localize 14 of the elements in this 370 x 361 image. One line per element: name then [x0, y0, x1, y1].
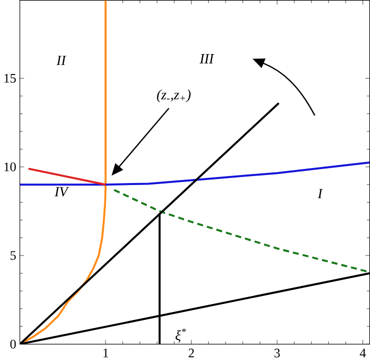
annotation: IV: [54, 187, 70, 197]
y-tick-label: 5: [10, 251, 16, 260]
annotation: ξ$^{*}$: [176, 328, 186, 343]
annotation: (z$_{-}$,z$_{+}$): [156, 90, 191, 102]
x-tick-label: 3: [274, 348, 280, 358]
y-tick-label: 15: [4, 74, 16, 83]
annotation: III: [200, 54, 214, 64]
x-tick-label: 1: [103, 348, 108, 358]
y-tick-label: 0: [10, 340, 16, 349]
annotation: II: [56, 56, 66, 66]
x-tick-label: 2: [188, 348, 194, 358]
y-tick-label: 10: [4, 162, 16, 172]
annotation: I: [318, 189, 323, 198]
x-tick-label: 4: [360, 348, 366, 358]
